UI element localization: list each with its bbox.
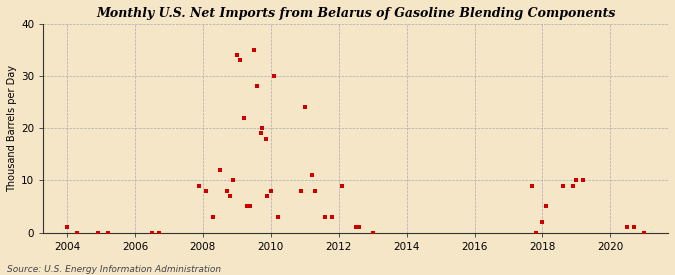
Point: [541, 204, 551, 209]
Point: [571, 178, 582, 183]
Title: Monthly U.S. Net Imports from Belarus of Gasoline Blending Components: Monthly U.S. Net Imports from Belarus of…: [96, 7, 616, 20]
Point: [578, 178, 589, 183]
Point: [92, 230, 103, 235]
Point: [537, 220, 548, 224]
Point: [272, 215, 283, 219]
Point: [221, 189, 232, 193]
Point: [208, 215, 219, 219]
Point: [310, 189, 321, 193]
Point: [296, 189, 306, 193]
Y-axis label: Thousand Barrels per Day: Thousand Barrels per Day: [7, 65, 17, 192]
Point: [337, 183, 348, 188]
Point: [320, 215, 331, 219]
Point: [265, 189, 276, 193]
Point: [235, 58, 246, 63]
Point: [242, 204, 252, 209]
Point: [639, 230, 649, 235]
Point: [350, 225, 361, 230]
Point: [72, 230, 82, 235]
Point: [628, 225, 639, 230]
Point: [238, 116, 249, 120]
Point: [306, 173, 317, 177]
Point: [153, 230, 164, 235]
Point: [255, 131, 266, 136]
Point: [262, 194, 273, 198]
Point: [568, 183, 578, 188]
Point: [299, 105, 310, 109]
Point: [146, 230, 157, 235]
Point: [261, 136, 271, 141]
Point: [225, 194, 236, 198]
Point: [327, 215, 338, 219]
Point: [245, 204, 256, 209]
Point: [558, 183, 568, 188]
Point: [228, 178, 239, 183]
Point: [367, 230, 378, 235]
Point: [526, 183, 537, 188]
Point: [215, 168, 225, 172]
Point: [248, 48, 259, 52]
Point: [61, 225, 72, 230]
Point: [103, 230, 113, 235]
Text: Source: U.S. Energy Information Administration: Source: U.S. Energy Information Administ…: [7, 265, 221, 274]
Point: [252, 84, 263, 89]
Point: [622, 225, 632, 230]
Point: [194, 183, 205, 188]
Point: [232, 53, 242, 57]
Point: [201, 189, 212, 193]
Point: [269, 74, 279, 78]
Point: [257, 126, 268, 130]
Point: [354, 225, 364, 230]
Point: [531, 230, 541, 235]
